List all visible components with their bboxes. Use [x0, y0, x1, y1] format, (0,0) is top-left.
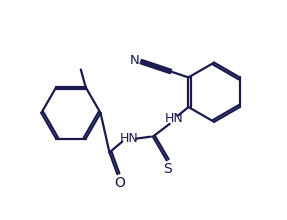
- Text: S: S: [163, 162, 172, 176]
- Text: N: N: [129, 54, 139, 67]
- Text: HN: HN: [120, 132, 139, 145]
- Text: HN: HN: [165, 112, 184, 125]
- Text: O: O: [114, 176, 125, 190]
